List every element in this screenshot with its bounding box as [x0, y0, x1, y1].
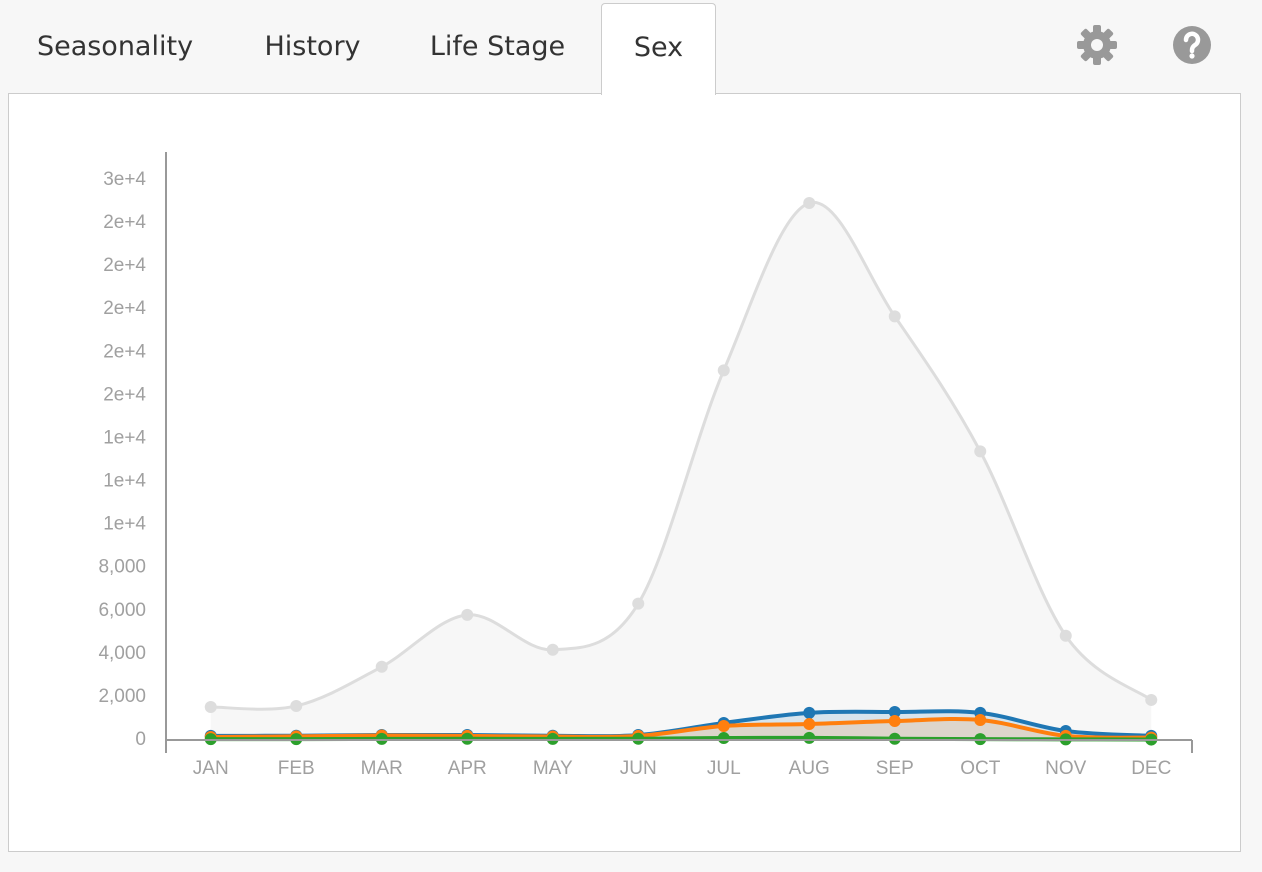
- y-tick-label: 1e+4: [103, 427, 146, 448]
- point: [717, 364, 730, 377]
- point: [717, 720, 730, 732]
- point: [375, 660, 388, 673]
- point: [888, 310, 901, 323]
- y-tick-label: 8,000: [98, 557, 146, 578]
- y-tick-label: 6,000: [98, 600, 146, 621]
- x-tick-label: SEP: [876, 758, 914, 779]
- point: [204, 701, 217, 714]
- tab[interactable]: Life Stage: [429, 31, 566, 62]
- point: [1059, 629, 1072, 642]
- y-tick-label: 1e+4: [103, 471, 146, 492]
- x-tick-label: AUG: [789, 758, 830, 779]
- y-tick-label: 0: [135, 729, 146, 750]
- point: [888, 732, 901, 745]
- x-tick-label: FEB: [278, 758, 315, 779]
- y-tick-label: 2e+4: [103, 212, 146, 233]
- x-tick-label: MAY: [533, 758, 573, 779]
- point: [632, 732, 645, 745]
- y-tick-label: 3e+4: [103, 169, 146, 190]
- y-tick-label: 1e+4: [103, 514, 146, 535]
- point: [888, 706, 901, 718]
- tab-active[interactable]: Sex: [601, 3, 716, 95]
- line: [210, 716, 1152, 740]
- area: [210, 202, 1152, 740]
- point: [803, 718, 816, 731]
- point: [375, 732, 388, 745]
- y-tick-label: 2e+4: [103, 255, 146, 276]
- area: [210, 718, 1152, 740]
- y-tick-label: 2e+4: [103, 298, 146, 319]
- x-tick-label: NOV: [1045, 758, 1087, 779]
- tab[interactable]: Seasonality: [36, 31, 194, 62]
- x-tick-label: DEC: [1131, 758, 1171, 779]
- settings-icon[interactable]: [1076, 24, 1118, 66]
- point: [461, 608, 474, 621]
- point: [974, 445, 987, 458]
- point: [546, 732, 559, 745]
- point: [632, 597, 645, 610]
- x-tick-label: JUN: [620, 758, 657, 779]
- x-tick-label: OCT: [960, 758, 1001, 779]
- y-tick-label: 2e+4: [103, 384, 146, 405]
- point: [803, 197, 816, 210]
- point: [803, 706, 816, 719]
- y-tick-label: 2,000: [98, 686, 146, 707]
- line: [210, 201, 1153, 711]
- help-icon[interactable]: [1172, 25, 1212, 65]
- x-tick-label: MAR: [361, 758, 403, 779]
- point: [888, 715, 901, 728]
- x-tick-label: JUL: [707, 758, 741, 779]
- point: [546, 643, 559, 656]
- x-tick-label: JAN: [193, 758, 229, 779]
- y-tick-label: 4,000: [98, 643, 146, 664]
- point: [290, 699, 303, 712]
- point: [717, 732, 730, 745]
- x-tick-label: APR: [448, 758, 487, 779]
- point: [803, 731, 816, 744]
- y-tick-label: 2e+4: [103, 341, 146, 362]
- point: [1145, 693, 1158, 706]
- point: [461, 732, 474, 745]
- tab-bar: Seasonality History Life Stage Sex: [0, 0, 1262, 95]
- tab[interactable]: History: [264, 31, 361, 62]
- point: [974, 713, 987, 726]
